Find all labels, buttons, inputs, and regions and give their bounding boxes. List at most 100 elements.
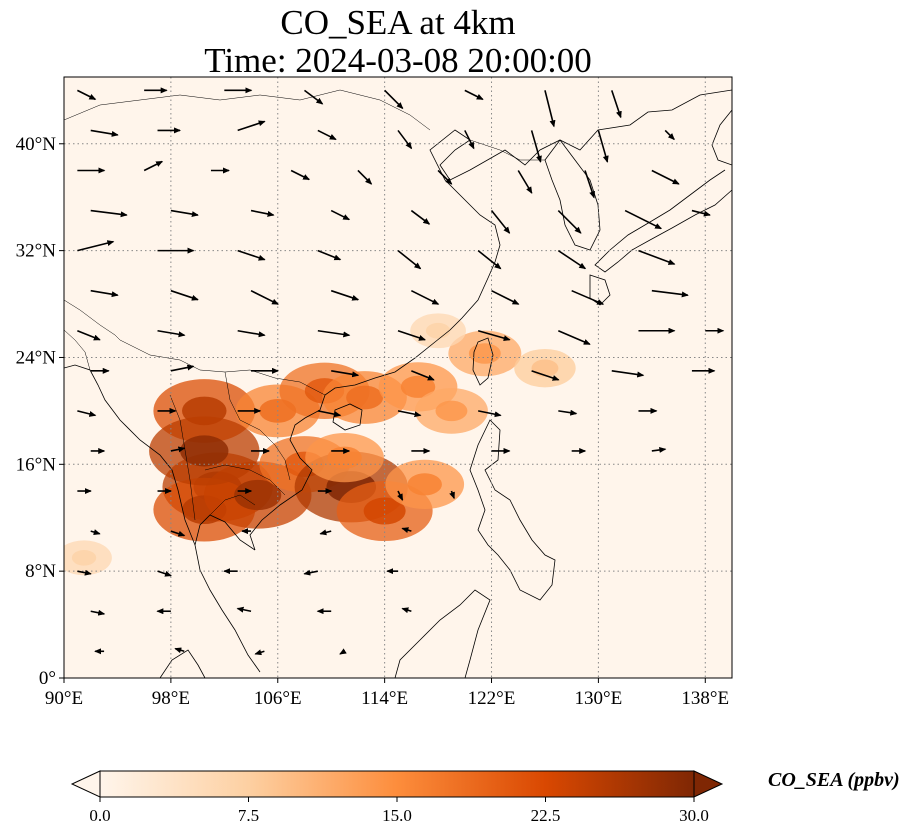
wind-vector-96 [157, 570, 172, 577]
wind-vector-88 [397, 490, 404, 501]
co-plume-core-12 [400, 375, 436, 398]
co-plume-core-13 [435, 400, 468, 422]
wind-vector-47 [411, 289, 440, 305]
wind-vector-83 [651, 446, 667, 453]
wind-vector-95 [77, 569, 92, 576]
lon-tick-label-114: 114°E [361, 688, 408, 709]
border-india [64, 299, 121, 341]
colorbar-tick-label-4: 30.0 [679, 806, 709, 825]
wind-vector-104 [401, 607, 412, 614]
island-hainan [332, 403, 363, 431]
wind-vector-66 [611, 370, 645, 378]
wind-vector-14 [530, 130, 542, 163]
lon-tick-label-122: 122°E [468, 688, 516, 709]
wind-vector-11 [317, 129, 337, 141]
islands-philippines [469, 419, 556, 601]
wind-vector-33 [624, 209, 663, 230]
lat-tick-label-24: 24°N [16, 347, 57, 368]
wind-vector-44 [170, 289, 199, 301]
wind-vector-35 [77, 240, 115, 252]
wind-vector-29 [330, 209, 351, 221]
map-frame [63, 76, 733, 679]
wind-vector-61 [170, 364, 195, 372]
wind-vector-3 [304, 89, 324, 105]
coastline-japan-north [711, 109, 732, 166]
lon-tick-label-130: 130°E [575, 688, 623, 709]
coastline-myanmar [64, 364, 196, 546]
wind-vector-89 [449, 490, 455, 500]
co-plume-core-15 [531, 359, 559, 377]
wind-vector-50 [651, 289, 689, 298]
lon-tick-label-90: 90°E [45, 688, 83, 709]
wind-vector-68 [77, 410, 97, 417]
wind-vector-48 [491, 289, 520, 305]
wind-vector-52 [157, 329, 186, 338]
wind-vector-64 [411, 370, 435, 381]
wind-vector-91 [170, 530, 186, 537]
title-line-2: Time: 2024-03-08 20:00:00 [204, 41, 592, 80]
wind-vector-7 [611, 90, 622, 119]
coastline-indochina [194, 514, 261, 673]
wind-vector-38 [317, 249, 342, 261]
wind-vector-90 [90, 529, 101, 535]
wind-vector-15 [597, 130, 609, 163]
wind-vector-4 [384, 89, 404, 110]
co-plume-core-8 [180, 435, 229, 467]
coastlines [64, 89, 732, 678]
border-china-nk [469, 139, 545, 161]
border-thailand-cambodia [209, 494, 256, 516]
wind-vector-30 [410, 209, 431, 225]
border-china-mongolia [64, 89, 431, 131]
wind-vector-73 [478, 410, 502, 418]
coastline-japan-kyushu [589, 274, 611, 306]
wind-vector-40 [477, 249, 502, 270]
wind-vector-32 [557, 209, 582, 234]
island-taiwan [472, 337, 494, 386]
colorbar: 0.0 7.5 15.0 22.5 30.0 [70, 770, 724, 825]
wind-vector-6 [544, 90, 556, 128]
wind-vector-22 [437, 169, 453, 185]
wind-vector-18 [143, 160, 164, 172]
co-plume-core-18 [425, 322, 451, 339]
wind-vector-25 [651, 169, 680, 185]
wind-vector-107 [254, 649, 265, 656]
lon-tick-label-106: 106°E [254, 688, 302, 709]
wind-vector-51 [77, 330, 101, 341]
wind-vector-12 [397, 129, 413, 150]
lat-tick-label-0: 0° [39, 668, 56, 689]
wind-vector-55 [397, 329, 426, 341]
wind-vector-8 [90, 129, 119, 137]
lat-tick-label-8: 8°N [25, 561, 56, 582]
wind-vectors [77, 87, 725, 656]
co-plume-core-2 [234, 479, 282, 511]
border-laos [224, 371, 291, 481]
wind-vector-27 [170, 209, 199, 218]
wind-vector-43 [90, 289, 119, 298]
wind-vector-42 [638, 249, 676, 265]
coastline-japan [594, 169, 732, 273]
wind-vector-21 [357, 169, 373, 185]
wind-vector-53 [237, 329, 266, 338]
wind-vector-63 [331, 370, 360, 378]
wind-vector-20 [290, 169, 311, 181]
wind-vector-41 [557, 249, 587, 270]
lon-tick-label-98: 98°E [152, 688, 190, 709]
lon-tick-label-138: 138°E [681, 688, 729, 709]
lat-tick-label-32: 32°N [16, 241, 57, 262]
wind-vector-72 [397, 410, 422, 418]
wind-vector-0 [77, 89, 97, 101]
colorbar-label: CO_SEA (ppbv) [768, 769, 900, 791]
wind-vector-45 [250, 289, 279, 305]
colorbar-extend-min [70, 770, 101, 798]
wind-vector-13 [464, 130, 475, 150]
co-plume-core-17 [71, 549, 97, 566]
colorbar-tick-label-2: 15.0 [382, 806, 412, 825]
wind-vector-102 [236, 606, 252, 613]
wind-vector-5 [464, 89, 484, 101]
country-borders [64, 89, 545, 521]
wind-vector-56 [477, 329, 511, 341]
wind-vector-57 [558, 330, 591, 345]
island-sumatra [159, 649, 206, 678]
co-plume-core-6 [327, 446, 362, 469]
